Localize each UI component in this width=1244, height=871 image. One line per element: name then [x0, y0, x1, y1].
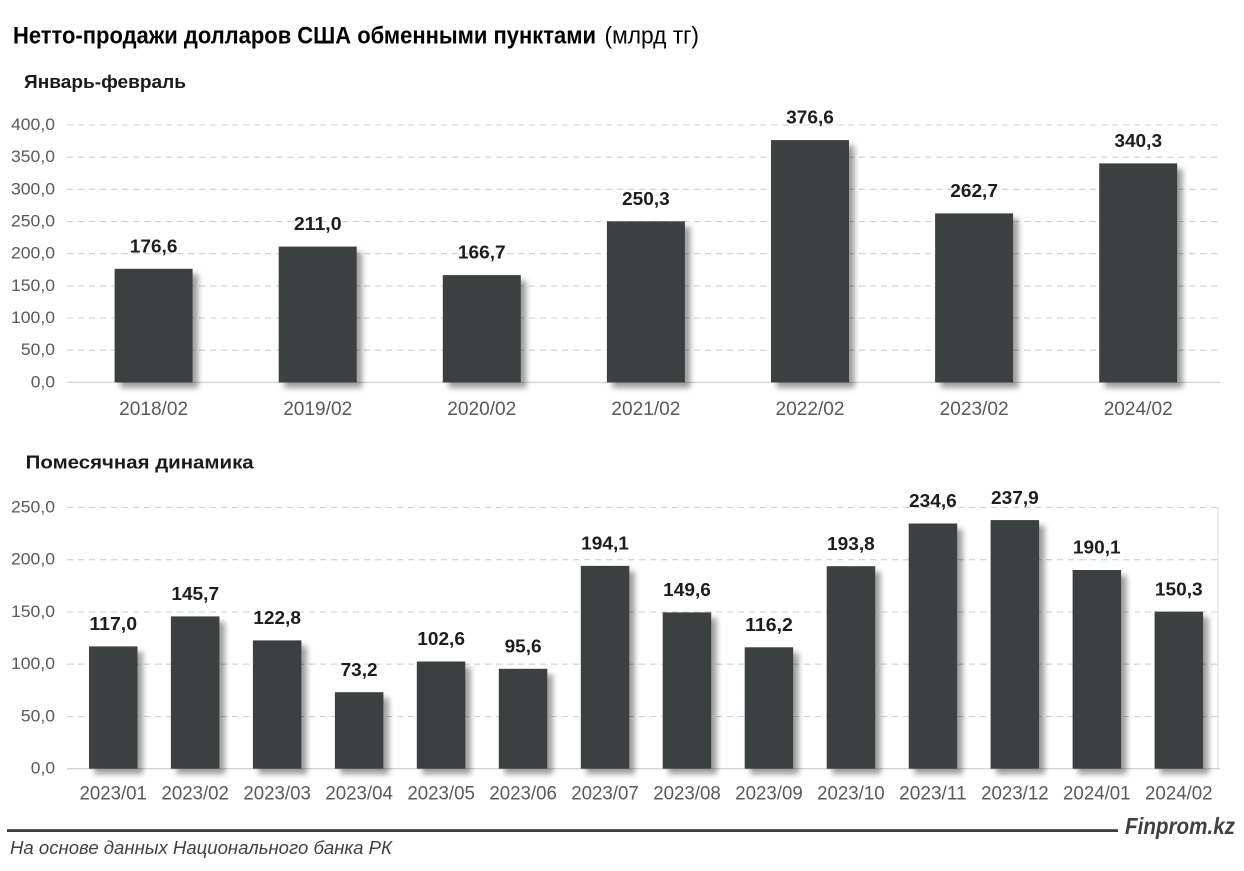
- svg-text:100,0: 100,0: [11, 309, 55, 327]
- svg-text:376,6: 376,6: [786, 108, 834, 128]
- svg-text:166,7: 166,7: [458, 243, 506, 263]
- svg-text:2023/04: 2023/04: [325, 784, 393, 805]
- svg-text:2023/06: 2023/06: [489, 784, 557, 805]
- svg-text:149,6: 149,6: [663, 580, 711, 600]
- svg-text:0,0: 0,0: [31, 373, 55, 391]
- svg-text:200,0: 200,0: [11, 245, 55, 263]
- svg-text:262,7: 262,7: [950, 181, 998, 201]
- svg-text:50,0: 50,0: [21, 341, 55, 359]
- svg-text:2022/02: 2022/02: [776, 399, 845, 420]
- svg-text:150,3: 150,3: [1155, 579, 1203, 599]
- svg-text:2018/02: 2018/02: [119, 399, 188, 420]
- svg-text:2023/08: 2023/08: [653, 784, 721, 805]
- svg-text:200,0: 200,0: [11, 551, 55, 569]
- svg-text:193,8: 193,8: [827, 534, 875, 554]
- svg-text:250,0: 250,0: [11, 213, 55, 231]
- svg-text:Помесячная динамика: Помесячная динамика: [26, 453, 255, 473]
- svg-text:145,7: 145,7: [171, 584, 219, 604]
- svg-text:2023/02: 2023/02: [940, 399, 1009, 420]
- svg-text:50,0: 50,0: [21, 708, 55, 726]
- svg-text:2023/12: 2023/12: [981, 784, 1049, 805]
- svg-text:2023/01: 2023/01: [79, 784, 147, 805]
- svg-text:234,6: 234,6: [909, 491, 957, 511]
- svg-text:150,0: 150,0: [11, 603, 55, 621]
- svg-text:350,0: 350,0: [11, 148, 55, 166]
- svg-text:73,2: 73,2: [341, 660, 378, 680]
- svg-text:Finprom.kz: Finprom.kz: [1125, 813, 1235, 839]
- svg-text:116,2: 116,2: [745, 615, 793, 635]
- svg-text:102,6: 102,6: [417, 629, 465, 649]
- svg-text:340,3: 340,3: [1114, 131, 1162, 151]
- svg-text:250,3: 250,3: [622, 189, 670, 209]
- svg-text:2021/02: 2021/02: [611, 399, 680, 420]
- svg-text:Январь-февраль: Январь-февраль: [24, 72, 186, 92]
- svg-text:250,0: 250,0: [11, 499, 55, 517]
- svg-text:211,0: 211,0: [294, 214, 342, 234]
- svg-text:190,1: 190,1: [1073, 538, 1121, 558]
- svg-text:2023/09: 2023/09: [735, 784, 803, 805]
- svg-text:194,1: 194,1: [581, 534, 629, 554]
- svg-text:100,0: 100,0: [11, 655, 55, 673]
- svg-text:117,0: 117,0: [89, 614, 137, 634]
- svg-text:2024/01: 2024/01: [1063, 784, 1131, 805]
- svg-text:237,9: 237,9: [991, 488, 1039, 508]
- svg-text:2024/02: 2024/02: [1145, 784, 1213, 805]
- svg-text:Нетто-продажи долларов США обм: Нетто-продажи долларов США обменными пун…: [13, 22, 596, 49]
- svg-text:2024/02: 2024/02: [1104, 399, 1173, 420]
- svg-text:На основе данных Национального: На основе данных Национального банка РК: [10, 837, 393, 858]
- svg-text:95,6: 95,6: [505, 637, 542, 657]
- svg-text:(млрд тг): (млрд тг): [605, 22, 700, 49]
- svg-text:150,0: 150,0: [11, 277, 55, 295]
- svg-text:300,0: 300,0: [11, 180, 55, 198]
- svg-text:2023/11: 2023/11: [899, 784, 967, 805]
- svg-text:2023/02: 2023/02: [161, 784, 229, 805]
- svg-text:122,8: 122,8: [253, 608, 301, 628]
- svg-text:2020/02: 2020/02: [447, 399, 516, 420]
- svg-text:2023/07: 2023/07: [571, 784, 639, 805]
- svg-text:0,0: 0,0: [31, 760, 55, 778]
- svg-text:2023/05: 2023/05: [407, 784, 475, 805]
- svg-text:176,6: 176,6: [130, 236, 178, 256]
- svg-text:2023/10: 2023/10: [817, 784, 885, 805]
- svg-text:2019/02: 2019/02: [283, 399, 352, 420]
- svg-text:400,0: 400,0: [11, 116, 55, 134]
- svg-text:2023/03: 2023/03: [243, 784, 311, 805]
